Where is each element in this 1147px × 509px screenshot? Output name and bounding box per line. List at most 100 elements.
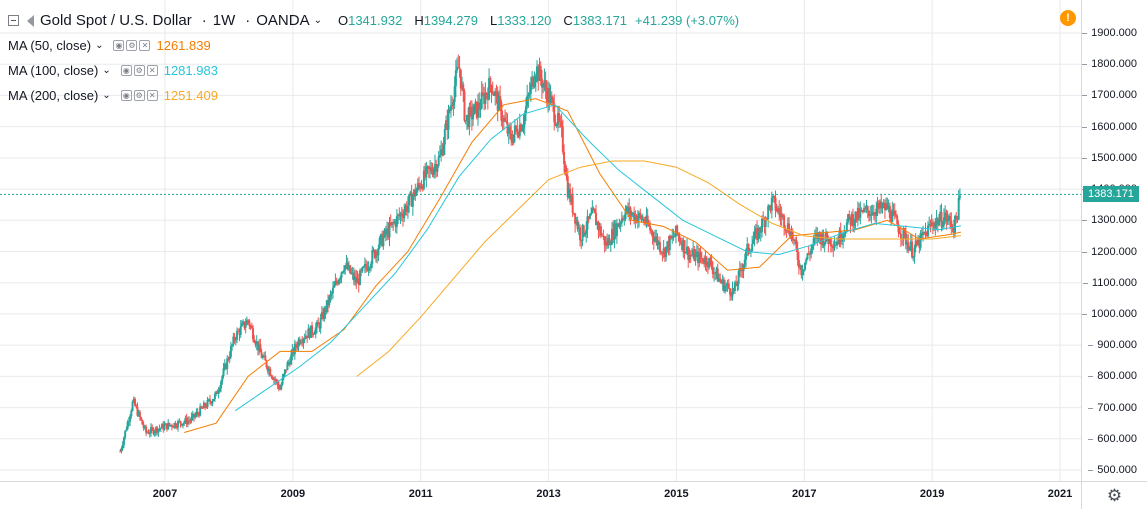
candle-body bbox=[796, 248, 799, 260]
candle-body bbox=[549, 95, 552, 103]
candle-body bbox=[186, 420, 189, 425]
visibility-icon[interactable]: ◉ bbox=[120, 65, 132, 76]
candle-body bbox=[141, 419, 144, 425]
indicator-row-ma100[interactable]: MA (100, close) ⌄ ◉ ⚙ ✕ 1281.983 bbox=[8, 58, 739, 83]
interval-label[interactable]: 1W bbox=[212, 12, 236, 29]
candle-body bbox=[956, 217, 959, 220]
price-tick-label: 700.000 bbox=[1088, 401, 1137, 414]
candle-body bbox=[587, 216, 590, 219]
symbol-name[interactable]: Gold Spot / U.S. Dollar bbox=[40, 12, 192, 29]
candle-body bbox=[419, 185, 422, 189]
visibility-icon[interactable]: ◉ bbox=[120, 90, 132, 101]
candle-body bbox=[957, 197, 960, 220]
candle-body bbox=[451, 105, 454, 107]
candle-body bbox=[768, 205, 771, 207]
candle-body bbox=[867, 211, 870, 216]
candle-body bbox=[585, 229, 588, 234]
candle-body bbox=[689, 254, 692, 256]
candle-body bbox=[881, 205, 884, 209]
candle-body bbox=[657, 241, 660, 245]
candle-body bbox=[388, 222, 391, 238]
candle-body bbox=[485, 92, 488, 95]
candle-body bbox=[690, 255, 693, 257]
indicator-label[interactable]: MA (200, close) bbox=[8, 88, 99, 103]
candle-body bbox=[259, 344, 262, 353]
candle-body bbox=[356, 278, 359, 284]
exchange-label[interactable]: OANDA bbox=[256, 12, 310, 29]
candle-body bbox=[287, 362, 290, 364]
chevron-down-icon[interactable]: ⌄ bbox=[102, 90, 111, 101]
candle-body bbox=[781, 214, 784, 216]
chevron-down-icon[interactable]: ⌄ bbox=[313, 15, 322, 26]
price-tick-label: 1600.000 bbox=[1082, 120, 1137, 133]
candle-body bbox=[821, 233, 824, 245]
candle-body bbox=[661, 252, 664, 254]
indicator-label[interactable]: MA (50, close) bbox=[8, 38, 92, 53]
candle-body bbox=[343, 269, 345, 272]
candle-body bbox=[193, 413, 196, 418]
candle-body bbox=[615, 223, 618, 237]
candle-body bbox=[713, 272, 716, 274]
candle-body bbox=[318, 324, 321, 329]
candle-body bbox=[558, 113, 561, 122]
collapse-legend-icon[interactable] bbox=[8, 15, 19, 26]
candle-body bbox=[887, 205, 890, 209]
candle-body bbox=[874, 214, 877, 216]
candle-body bbox=[660, 251, 663, 253]
gear-icon[interactable]: ⚙ bbox=[133, 90, 145, 101]
candle-body bbox=[124, 430, 127, 438]
candle-body bbox=[842, 234, 845, 240]
candle-body bbox=[907, 242, 910, 251]
indicator-row-ma200[interactable]: MA (200, close) ⌄ ◉ ⚙ ✕ 1251.409 bbox=[8, 83, 739, 108]
candle-body bbox=[280, 384, 283, 390]
candle-body bbox=[879, 201, 882, 209]
candle-body bbox=[941, 225, 944, 227]
price-chart[interactable] bbox=[0, 0, 1081, 481]
warning-icon[interactable]: ! bbox=[1060, 10, 1076, 26]
candle-body bbox=[824, 231, 827, 242]
candle-body bbox=[324, 308, 327, 313]
chevron-down-icon[interactable]: ⌄ bbox=[102, 65, 111, 76]
gear-icon[interactable]: ⚙ bbox=[126, 40, 138, 51]
candle-body bbox=[416, 183, 419, 191]
candle-body bbox=[588, 214, 591, 219]
candle-body bbox=[795, 239, 798, 249]
candle-body bbox=[910, 241, 913, 258]
chart-pane[interactable]: Gold Spot / U.S. Dollar · 1W · OANDA ⌄ O… bbox=[0, 0, 1081, 481]
time-axis[interactable]: 2007 2009 2011 2013 2015 2017 2019 2021 bbox=[0, 481, 1081, 509]
candle-body bbox=[197, 413, 200, 416]
candle-body bbox=[850, 214, 853, 225]
candle-body bbox=[492, 93, 495, 96]
candle-body bbox=[603, 236, 606, 246]
candle-body bbox=[340, 272, 343, 278]
candle-body bbox=[829, 237, 832, 247]
close-icon[interactable]: ✕ bbox=[139, 40, 151, 51]
price-axis[interactable]: 1900.000 1800.000 1700.000 1600.000 1500.000… bbox=[1081, 0, 1147, 481]
candle-body bbox=[731, 288, 734, 297]
chevron-down-icon[interactable]: ⌄ bbox=[95, 40, 104, 51]
close-icon[interactable]: ✕ bbox=[146, 65, 158, 76]
candle-body bbox=[860, 209, 863, 211]
flag-icon[interactable] bbox=[27, 14, 34, 27]
candle-body bbox=[208, 399, 211, 402]
candle-body bbox=[704, 257, 707, 265]
gear-icon[interactable]: ⚙ bbox=[133, 65, 145, 76]
candle-body bbox=[554, 121, 557, 126]
candle-body bbox=[651, 231, 654, 237]
candle-body bbox=[804, 262, 807, 270]
candle-body bbox=[494, 91, 497, 96]
candle-body bbox=[120, 448, 123, 452]
candle-body bbox=[417, 183, 420, 186]
candle-body bbox=[919, 233, 922, 248]
candle-body bbox=[538, 65, 541, 81]
candle-body bbox=[522, 124, 525, 128]
indicator-row-ma50[interactable]: MA (50, close) ⌄ ◉ ⚙ ✕ 1261.839 bbox=[8, 33, 739, 58]
close-icon[interactable]: ✕ bbox=[146, 90, 158, 101]
indicator-label[interactable]: MA (100, close) bbox=[8, 63, 99, 78]
gear-icon[interactable]: ⚙ bbox=[1081, 481, 1147, 509]
candle-body bbox=[517, 135, 520, 137]
candle-body bbox=[301, 342, 304, 344]
candle-body bbox=[697, 251, 700, 264]
candle-body bbox=[207, 399, 210, 401]
visibility-icon[interactable]: ◉ bbox=[113, 40, 125, 51]
